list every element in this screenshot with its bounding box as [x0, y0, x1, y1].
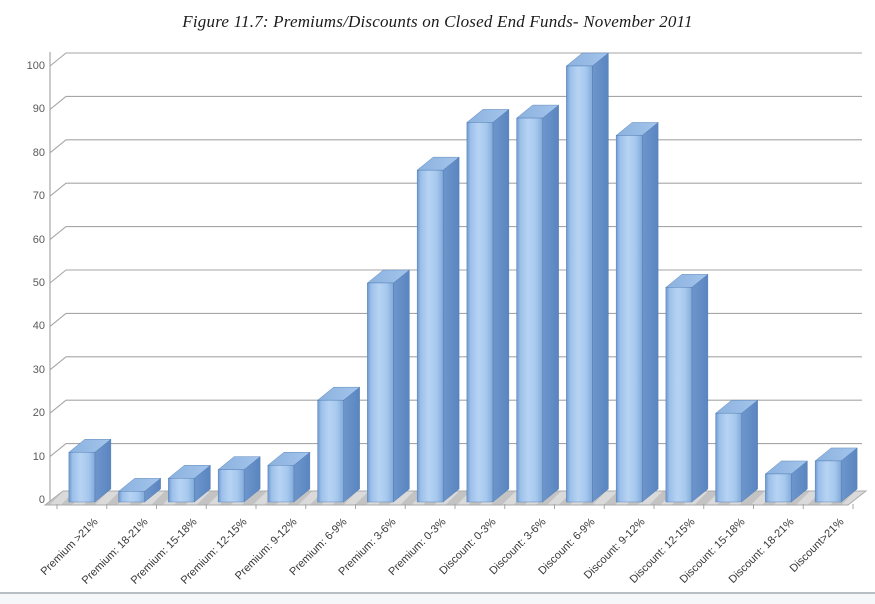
bar-side-face — [492, 108, 510, 503]
bar-front-face — [317, 399, 344, 503]
bar-side-face — [691, 273, 709, 503]
bar-front-face — [68, 452, 96, 503]
bar — [466, 108, 510, 503]
bar-front-face — [267, 465, 295, 503]
chart-title: Figure 11.7: Premiums/Discounts on Close… — [182, 12, 693, 31]
bar-front-face — [516, 117, 543, 503]
bar-front-face — [715, 413, 742, 503]
bar-front-face — [118, 491, 145, 503]
bar — [416, 156, 460, 503]
bar-front-face — [416, 169, 444, 503]
bar-side-face — [542, 104, 559, 503]
bar-side-face — [741, 399, 758, 503]
bar-front-face — [665, 287, 693, 503]
bar-side-face — [442, 156, 460, 503]
bar-front-face — [566, 65, 593, 503]
bar-side-face — [343, 386, 360, 503]
bar — [167, 464, 211, 503]
bar — [267, 451, 311, 503]
bar-front-face — [217, 469, 245, 503]
bar — [715, 399, 759, 503]
bar — [217, 456, 261, 503]
bottom-strip — [0, 594, 875, 604]
gridline — [49, 95, 862, 110]
bar-front-face — [765, 473, 792, 503]
bar — [814, 447, 858, 503]
bar — [68, 438, 112, 503]
gridline — [49, 139, 862, 154]
bar — [317, 386, 361, 503]
bar — [665, 273, 709, 503]
bar — [118, 477, 162, 503]
bar — [366, 269, 410, 503]
bottom-rule — [0, 592, 875, 594]
bar-front-face — [367, 282, 394, 503]
bar — [516, 104, 560, 503]
bar-front-face — [615, 135, 643, 503]
bar-front-face — [466, 122, 494, 503]
bar-front-face — [168, 478, 195, 503]
bar-side-face — [393, 269, 410, 503]
bar — [615, 122, 659, 503]
bar — [764, 460, 808, 503]
bar-front-face — [814, 460, 842, 503]
bar — [565, 52, 609, 503]
bar-side-face — [592, 52, 609, 503]
bar-side-face — [641, 122, 659, 503]
gridline — [49, 52, 862, 67]
